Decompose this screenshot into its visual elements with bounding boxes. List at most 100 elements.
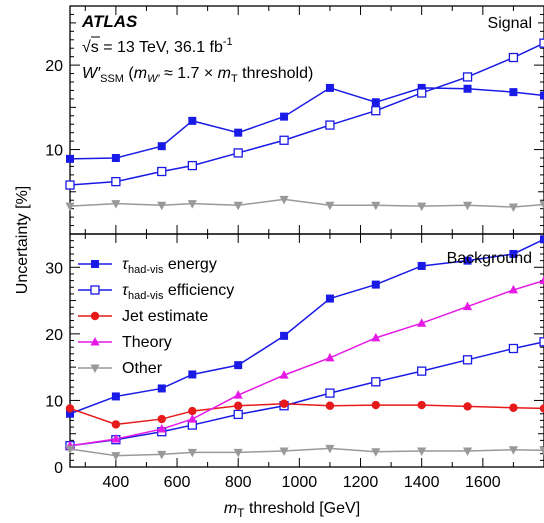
background-data-point (157, 384, 166, 393)
legend-marker (90, 311, 100, 321)
background-y-tick-label: 30 (45, 260, 63, 277)
atlas-label: ATLAS (81, 12, 138, 31)
background-data-point (539, 404, 544, 413)
signal-y-tick-label: 20 (45, 58, 63, 75)
background-data-point (233, 409, 243, 420)
background-y-tick-label: 10 (45, 393, 63, 410)
background-data-point (508, 284, 519, 294)
background-data-point (188, 406, 197, 416)
signal-series-line (69, 87, 544, 160)
background-data-point (325, 444, 335, 454)
signal-axes: 10 20 (45, 5, 544, 234)
background-data-point (187, 414, 197, 423)
background-data-point (66, 409, 74, 418)
background-data-point (371, 400, 381, 410)
signal-data-point (157, 201, 167, 211)
signal-data-point (462, 72, 473, 82)
x-tick-label: 1200 (343, 474, 379, 491)
signal-data-point (417, 83, 426, 92)
signal-data-point (187, 160, 197, 171)
signal-data-point (187, 200, 197, 209)
signal-data-point (508, 52, 519, 63)
signal-data-point (65, 202, 75, 212)
background-data-point (539, 337, 544, 347)
background-data-point (462, 447, 473, 457)
background-data-point (280, 331, 289, 340)
x-tick-label: 1400 (404, 474, 440, 491)
background-data-point (188, 370, 197, 379)
background-data-point (325, 401, 335, 410)
model-label: W′SSM (mW′ ≈ 1.7 × mT threshold) (82, 65, 313, 85)
background-data-point (371, 332, 381, 342)
background-data-point (540, 235, 544, 244)
signal-data-point (157, 166, 167, 177)
x-tick-label: 600 (164, 474, 191, 491)
background-data-point (111, 392, 120, 401)
background-data-point (157, 424, 167, 433)
background-data-point (371, 377, 381, 387)
background-data-point (157, 450, 167, 460)
background-data-point (371, 448, 381, 457)
y-axis-title: Uncertainty [%] (14, 186, 31, 294)
background-data-point (539, 446, 544, 456)
signal-data-point (508, 203, 519, 212)
signal-data-point (540, 91, 544, 100)
signal-data-point (66, 154, 74, 163)
background-data-point (463, 402, 472, 411)
signal-panel-label: Signal (488, 15, 532, 32)
background-data-point (233, 448, 243, 458)
signal-data-point (233, 201, 243, 211)
background-data-point (508, 446, 519, 455)
background-data-point (463, 256, 472, 265)
background-data-point (417, 447, 427, 457)
background-series-line (69, 279, 544, 447)
background-data-point (509, 403, 518, 412)
signal-data-point (539, 38, 544, 48)
background-data-point (371, 280, 380, 289)
x-tick-label: 1000 (282, 474, 318, 491)
background-data-point (187, 448, 197, 458)
background-data-point (111, 434, 121, 443)
signal-series-line (69, 42, 544, 186)
background-data-point (279, 447, 289, 457)
signal-data-point (539, 200, 544, 210)
energy-label: √s = 13 TeV, 36.1 fb-1 (82, 36, 233, 56)
signal-series (65, 38, 544, 212)
signal-data-point (371, 98, 380, 107)
signal-data-point (157, 142, 166, 151)
signal-data-point (279, 135, 289, 145)
signal-data-point (111, 176, 121, 187)
background-data-point (462, 355, 473, 365)
background-data-point (462, 301, 473, 311)
background-axes: 400 600 800 1000 1200 1400 1600 0 10 20 30 (45, 233, 544, 491)
signal-data-point (371, 106, 381, 116)
legend-marker (91, 260, 99, 268)
background-y-tick-label: 20 (45, 327, 63, 344)
x-tick-label: 400 (103, 474, 130, 491)
signal-series-line (69, 198, 544, 208)
background-data-point (233, 390, 243, 399)
signal-data-point (65, 180, 75, 190)
signal-data-point (371, 201, 381, 211)
background-data-point (417, 318, 427, 327)
signal-data-point (188, 116, 197, 125)
background-series (65, 235, 544, 461)
background-y-tick-label: 0 (54, 460, 63, 477)
background-data-point (65, 404, 75, 413)
legend-label: τhad-vis energy (122, 256, 217, 276)
signal-data-point (463, 84, 472, 93)
signal-data-point (325, 83, 334, 92)
background-data-point (279, 399, 289, 408)
background-data-point (509, 249, 518, 258)
background-data-point (417, 400, 426, 410)
signal-data-point (417, 202, 427, 212)
background-data-point (417, 261, 426, 270)
x-axis-title: mT threshold [GeV] (224, 500, 360, 520)
signal-data-point (509, 88, 518, 97)
signal-data-point (111, 154, 120, 162)
legend: τhad-vis energy τhad-vis efficiency Jet es… (78, 256, 234, 377)
signal-data-point (280, 112, 289, 121)
background-data-point (279, 370, 289, 379)
legend-label: Jet estimate (122, 308, 208, 325)
